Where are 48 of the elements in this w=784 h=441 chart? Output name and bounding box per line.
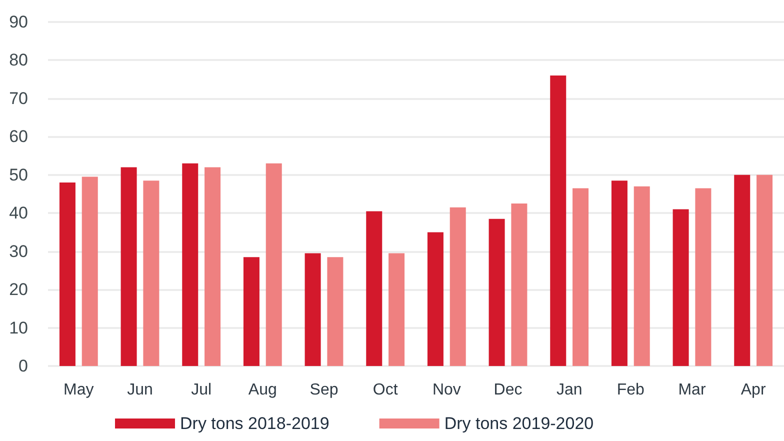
bar [243, 257, 260, 366]
x-tick-label: Feb [616, 382, 645, 398]
legend-label: Dry tons 2019-2020 [444, 414, 594, 433]
bar [695, 188, 712, 366]
x-tick-label: Aug [248, 382, 277, 398]
x-tick-label: Oct [372, 382, 398, 398]
bar [450, 207, 466, 366]
bar [611, 180, 628, 366]
x-tick-label: Jun [127, 382, 153, 398]
y-tick-label: 20 [9, 280, 28, 300]
bar [572, 188, 589, 366]
bar [366, 211, 382, 366]
bar [756, 174, 773, 366]
x-tick-label: Dec [494, 382, 522, 398]
y-tick-label: 50 [9, 165, 28, 184]
bar [82, 176, 98, 366]
bar [120, 167, 137, 366]
bar [182, 163, 198, 366]
bar [734, 174, 750, 366]
bar [511, 204, 528, 366]
y-tick-label: 40 [9, 204, 28, 223]
bar [672, 209, 689, 366]
bar [427, 232, 444, 366]
y-tick-label: 70 [9, 88, 28, 108]
bar [634, 186, 650, 366]
bar [204, 167, 221, 366]
bar [327, 257, 344, 366]
bar [388, 253, 405, 366]
bar [550, 76, 566, 366]
x-tick-label: Mar [678, 382, 706, 398]
y-tick-label: 90 [9, 12, 28, 32]
bar [266, 163, 282, 366]
y-tick-label: 30 [9, 242, 28, 261]
bar [59, 182, 76, 366]
y-tick-label: 0 [18, 356, 28, 376]
bar [304, 253, 321, 366]
x-tick-label: Sep [310, 382, 338, 398]
y-tick-label: 60 [9, 127, 28, 146]
x-tick-label: May [64, 382, 94, 398]
bar [143, 180, 160, 366]
legend-label: Dry tons 2018-2019 [180, 414, 330, 433]
x-tick-label: Apr [740, 382, 766, 398]
y-tick-label: 10 [9, 318, 28, 338]
x-tick-label: Jul [191, 382, 212, 398]
y-tick-label: 80 [9, 50, 28, 70]
bar [488, 218, 505, 366]
x-tick-label: Jan [556, 382, 582, 398]
x-tick-label: Nov [432, 382, 461, 398]
